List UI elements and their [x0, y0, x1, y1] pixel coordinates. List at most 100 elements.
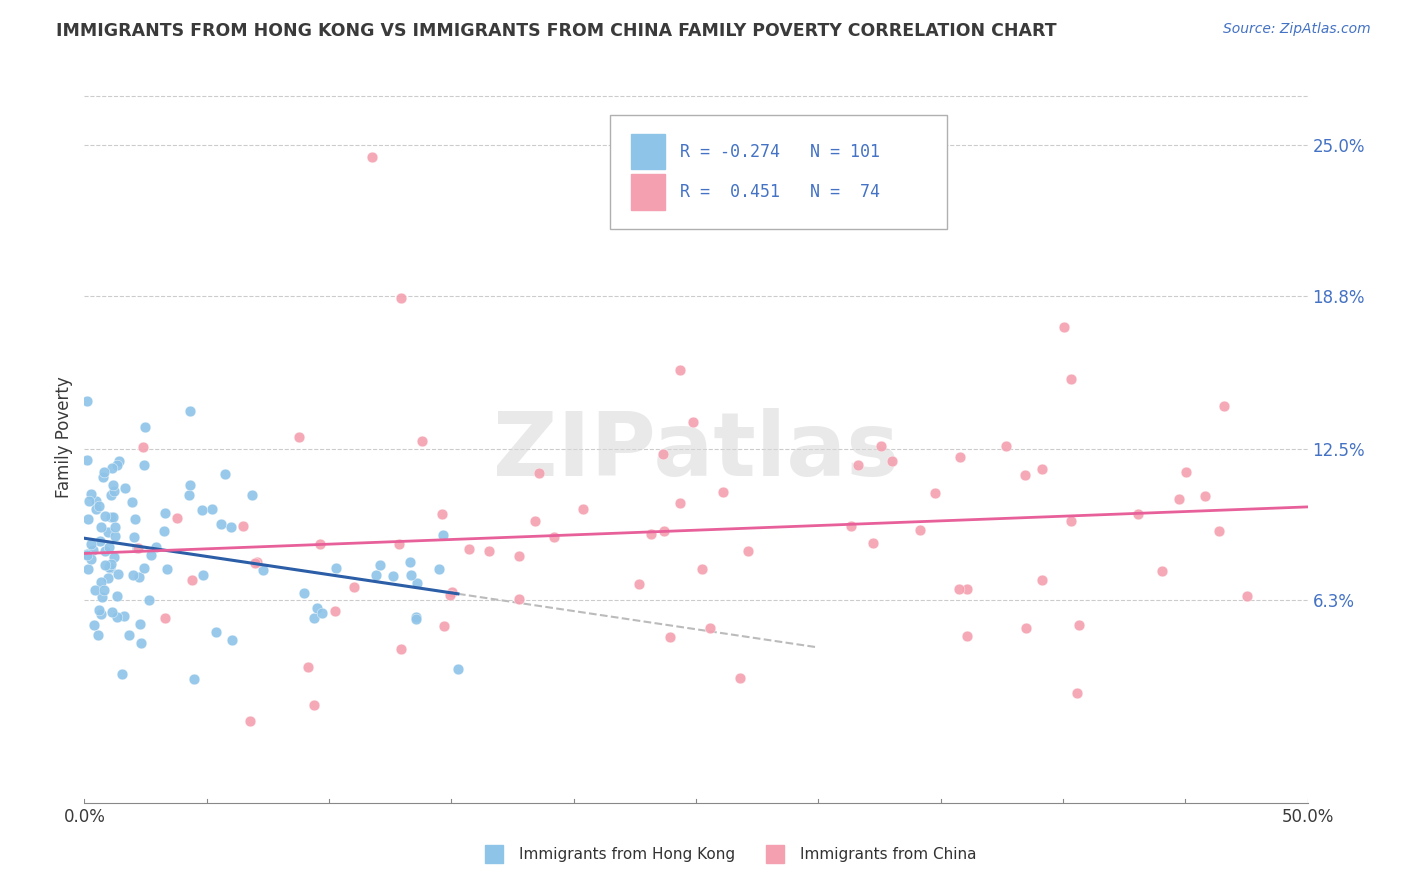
- Point: [180, 574, 202, 588]
- Point: [433, 619, 456, 633]
- Point: [155, 506, 177, 520]
- Point: [124, 530, 146, 544]
- Point: [908, 523, 931, 537]
- Point: [94, 544, 117, 558]
- Point: [1066, 686, 1088, 700]
- Point: [79, 536, 101, 550]
- Point: [94, 558, 117, 573]
- Point: [153, 524, 176, 538]
- Point: [399, 568, 422, 582]
- Point: [508, 592, 530, 607]
- Point: [994, 439, 1017, 453]
- Point: [221, 632, 243, 647]
- Point: [288, 430, 311, 444]
- Point: [388, 537, 411, 551]
- Point: [84, 582, 107, 597]
- Point: [439, 588, 461, 602]
- Text: Source: ZipAtlas.com: Source: ZipAtlas.com: [1223, 22, 1371, 37]
- Point: [360, 150, 382, 164]
- Point: [1194, 489, 1216, 503]
- Point: [669, 496, 692, 510]
- Point: [381, 568, 404, 582]
- Point: [87, 628, 110, 642]
- Point: [508, 549, 530, 563]
- Point: [76, 453, 98, 467]
- Point: [121, 495, 143, 509]
- Text: R = -0.274   N = 101: R = -0.274 N = 101: [681, 143, 880, 161]
- Point: [101, 510, 124, 524]
- Point: [105, 610, 128, 624]
- Point: [76, 548, 98, 562]
- Point: [711, 484, 734, 499]
- Point: [246, 556, 269, 570]
- Point: [84, 494, 107, 508]
- Point: [432, 528, 454, 542]
- Point: [93, 509, 115, 524]
- Bar: [631, 135, 665, 169]
- Point: [97, 541, 120, 555]
- Point: [1053, 320, 1076, 334]
- Point: [108, 453, 131, 467]
- Point: [122, 567, 145, 582]
- Point: [640, 526, 662, 541]
- Point: [132, 440, 155, 454]
- Point: [956, 629, 979, 643]
- Point: [364, 568, 387, 582]
- Point: [1208, 524, 1230, 538]
- Point: [1059, 514, 1081, 528]
- Point: [183, 672, 205, 686]
- Point: [441, 584, 464, 599]
- Point: [389, 641, 412, 656]
- Point: [870, 439, 893, 453]
- Point: [219, 520, 242, 534]
- Point: [104, 519, 127, 533]
- Point: [572, 502, 595, 516]
- Point: [342, 580, 364, 594]
- Point: [398, 555, 420, 569]
- Point: [737, 544, 759, 558]
- Point: [948, 582, 970, 596]
- Point: [79, 486, 101, 500]
- Point: [132, 458, 155, 472]
- Point: [76, 547, 98, 561]
- Point: [1015, 621, 1038, 635]
- Point: [1236, 589, 1258, 603]
- Point: [76, 393, 98, 408]
- Point: [97, 571, 120, 585]
- Point: [370, 558, 392, 572]
- Point: [100, 510, 122, 524]
- Point: [1059, 372, 1081, 386]
- Point: [658, 630, 681, 644]
- Point: [156, 561, 179, 575]
- Point: [132, 561, 155, 575]
- Point: [89, 500, 111, 514]
- Point: [145, 540, 167, 554]
- Point: [177, 488, 200, 502]
- Point: [134, 420, 156, 434]
- Point: [304, 698, 326, 713]
- Point: [97, 525, 120, 540]
- Point: [308, 537, 330, 551]
- Point: [191, 503, 214, 517]
- Point: [76, 562, 98, 576]
- Point: [405, 609, 427, 624]
- Point: [523, 514, 546, 528]
- Point: [292, 586, 315, 600]
- Point: [297, 659, 319, 673]
- Point: [105, 589, 128, 603]
- Point: [97, 560, 120, 574]
- Point: [848, 458, 870, 473]
- Point: [447, 662, 470, 676]
- Point: [669, 363, 692, 377]
- Point: [83, 618, 105, 632]
- Point: [956, 582, 979, 596]
- Point: [427, 562, 450, 576]
- Point: [191, 568, 214, 582]
- FancyBboxPatch shape: [610, 115, 946, 228]
- Point: [682, 415, 704, 429]
- Point: [128, 569, 150, 583]
- Point: [153, 611, 176, 625]
- Point: [90, 574, 112, 589]
- Point: [101, 605, 124, 619]
- Point: [103, 484, 125, 499]
